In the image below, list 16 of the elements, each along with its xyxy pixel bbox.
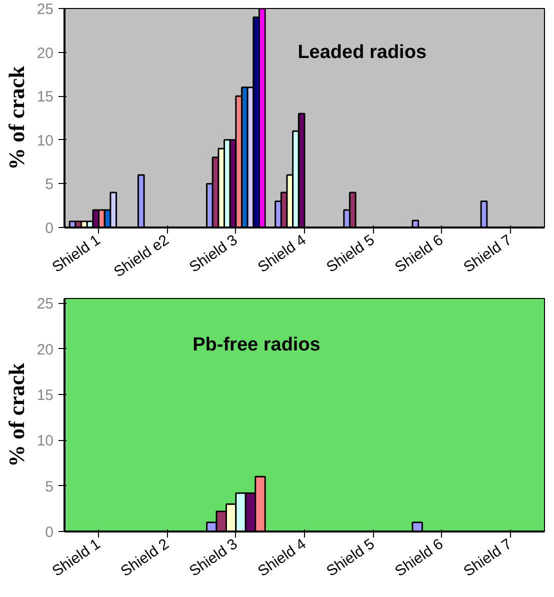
y-tick-label: 10 bbox=[36, 132, 54, 150]
y-tick-label: 20 bbox=[36, 341, 54, 358]
y-tick-label: 10 bbox=[36, 432, 54, 450]
y-tick-label: 0 bbox=[45, 524, 54, 541]
text: Leaded radios bbox=[298, 42, 427, 63]
y-tick-label: 25 bbox=[36, 1, 54, 18]
y-tick-label: 5 bbox=[45, 478, 54, 496]
y-tick-label: 25 bbox=[36, 296, 54, 313]
text: Pb-free radios bbox=[192, 334, 320, 356]
y-axis-title: % of crack bbox=[4, 362, 29, 467]
y-tick-label: 15 bbox=[36, 88, 54, 106]
y-tick-label: 20 bbox=[36, 44, 54, 62]
y-axis-title: % of crack bbox=[4, 65, 29, 170]
y-tick-label: 15 bbox=[36, 386, 54, 404]
y-tick-label: 5 bbox=[45, 176, 54, 194]
y-tick-label: 0 bbox=[45, 220, 54, 237]
